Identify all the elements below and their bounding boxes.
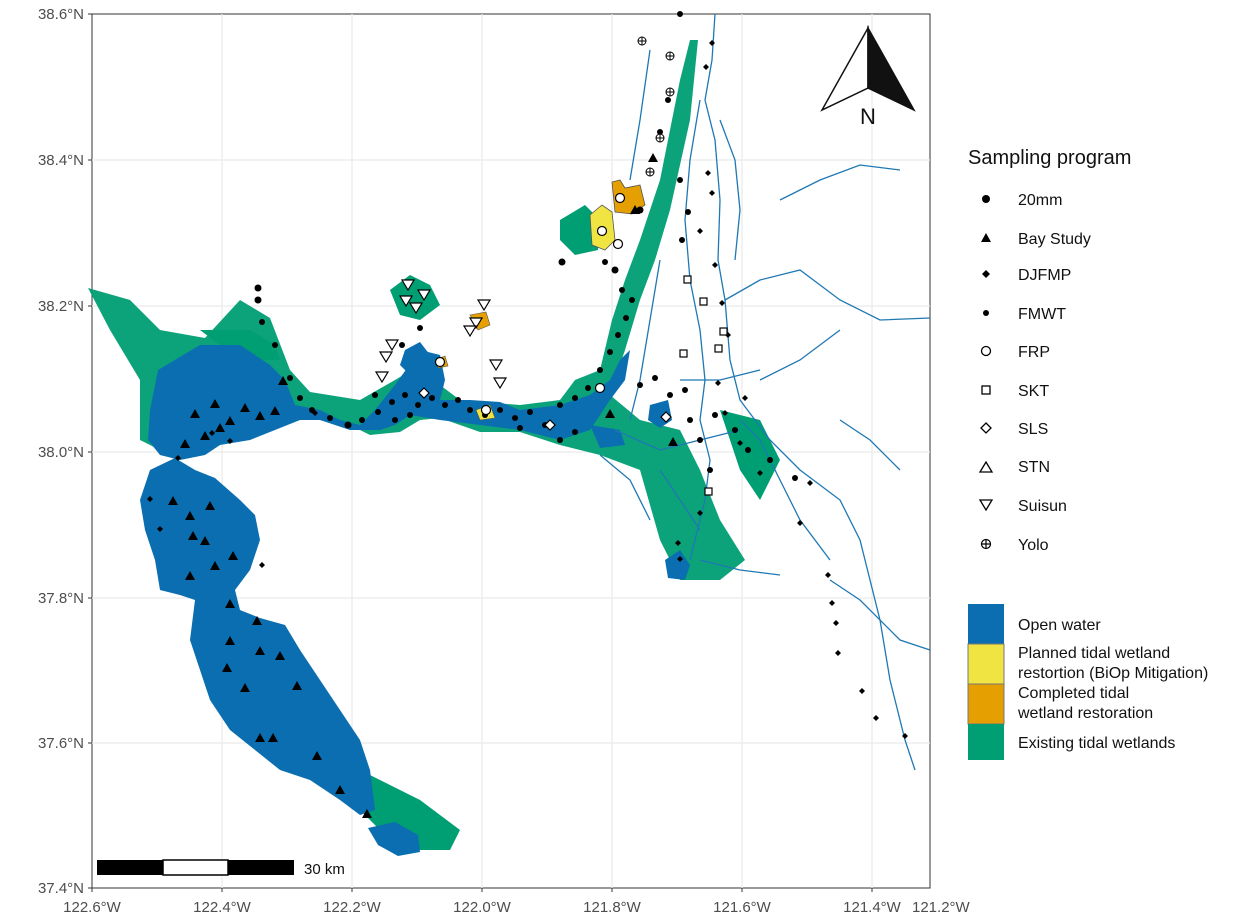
latitude-axis: 38.6°N 38.4°N 38.2°N 38.0°N 37.8°N 37.6°… bbox=[38, 6, 92, 897]
lat-tick-label: 38.0°N bbox=[38, 444, 84, 461]
completed-restoration-area bbox=[611, 179, 646, 215]
lat-tick-label: 38.4°N bbox=[38, 152, 84, 169]
lon-tick-label: 122.6°W bbox=[63, 899, 122, 916]
lon-tick-label: 121.2°W bbox=[912, 899, 971, 916]
legend-swatch-planned-restoration bbox=[967, 643, 1005, 685]
legend-habitat-label: Existing tidal wetlands bbox=[1018, 735, 1175, 752]
scale-bar: 30 km bbox=[97, 859, 345, 878]
legend-item-label: FMWT bbox=[1018, 306, 1066, 323]
legend-item-label: Bay Study bbox=[1018, 231, 1091, 248]
legend-swatch-existing-wetlands bbox=[968, 724, 1004, 760]
legend-item-label: Yolo bbox=[1018, 537, 1049, 554]
lon-tick-label: 122.2°W bbox=[323, 899, 382, 916]
lat-tick-label: 38.2°N bbox=[38, 298, 84, 315]
lat-tick-label: 37.8°N bbox=[38, 590, 84, 607]
north-label: N bbox=[860, 104, 876, 129]
legend-fmwt-symbol bbox=[983, 310, 989, 316]
legend-stn-symbol bbox=[978, 460, 994, 473]
legend-bay-study-symbol bbox=[981, 233, 991, 242]
legend-djfmp-symbol bbox=[982, 270, 990, 278]
legend-item-label: Suisun bbox=[1018, 498, 1067, 515]
legend-swatch-completed-restoration bbox=[967, 683, 1005, 725]
legend-20mm-symbol bbox=[982, 195, 990, 203]
lat-tick-label: 37.6°N bbox=[38, 735, 84, 752]
river-channels bbox=[599, 13, 931, 771]
legend-habitat-label: wetland restoration bbox=[1017, 705, 1153, 722]
legend-habitat-label: restortion (BiOp Mitigation) bbox=[1018, 665, 1208, 682]
yolo-markers bbox=[637, 36, 675, 177]
longitude-axis: 122.6°W 122.4°W 122.2°W 122.0°W 121.8°W … bbox=[63, 888, 971, 916]
legend-item-label: STN bbox=[1018, 459, 1050, 476]
frp-sls-skt-markers bbox=[418, 192, 728, 496]
fmwt-20mm-markers bbox=[254, 11, 798, 481]
map-panel bbox=[91, 13, 931, 889]
sampling-legend: Sampling program 20mm Bay Study DJFMP FM… bbox=[968, 147, 1131, 554]
legend-swatch-open-water bbox=[968, 604, 1004, 644]
lon-tick-label: 121.4°W bbox=[843, 899, 902, 916]
lat-tick-label: 38.6°N bbox=[38, 6, 84, 23]
bay-study-markers bbox=[168, 153, 678, 818]
legend-title: Sampling program bbox=[968, 147, 1131, 169]
legend-habitat-label: Open water bbox=[1018, 617, 1101, 634]
legend-item-label: SLS bbox=[1018, 421, 1048, 438]
legend-frp-symbol bbox=[980, 345, 992, 357]
legend-habitat-label: Planned tidal wetland bbox=[1018, 645, 1170, 662]
scale-label: 30 km bbox=[304, 861, 345, 878]
legend-habitat-label: Completed tidal bbox=[1018, 685, 1129, 702]
legend-item-label: 20mm bbox=[1018, 192, 1062, 209]
djfmp-markers bbox=[147, 40, 908, 739]
habitat-legend: Open water Planned tidal wetland restort… bbox=[967, 604, 1208, 760]
legend-yolo-symbol bbox=[980, 538, 992, 550]
legend-item-label: DJFMP bbox=[1018, 267, 1071, 284]
lon-tick-label: 122.0°W bbox=[453, 899, 512, 916]
legend-suisun-symbol bbox=[978, 499, 994, 512]
lat-tick-label: 37.4°N bbox=[38, 880, 84, 897]
open-water bbox=[140, 342, 690, 856]
suisun-markers bbox=[374, 279, 508, 390]
legend-item-label: FRP bbox=[1018, 344, 1050, 361]
lon-tick-label: 121.8°W bbox=[583, 899, 642, 916]
lon-tick-label: 121.6°W bbox=[713, 899, 772, 916]
lon-tick-label: 122.4°W bbox=[193, 899, 252, 916]
legend-skt-symbol bbox=[981, 385, 991, 395]
legend-item-label: SKT bbox=[1018, 383, 1049, 400]
north-arrow-icon: N bbox=[820, 25, 916, 129]
legend-sls-symbol bbox=[980, 422, 992, 434]
